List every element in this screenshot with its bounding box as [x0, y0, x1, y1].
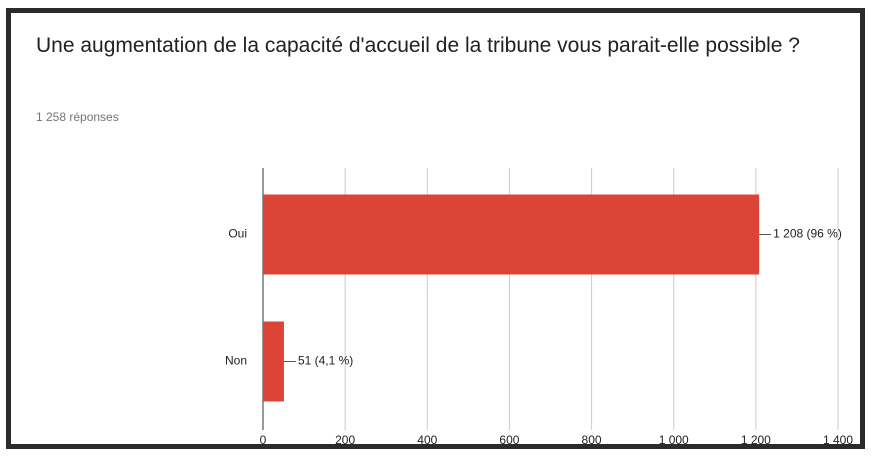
x-tick-label: 400 [417, 433, 437, 447]
bar [263, 194, 760, 275]
y-tick-label: Non [225, 354, 247, 368]
chart-title: Une augmentation de la capacité d'accuei… [36, 34, 800, 57]
value-label: 1 208 (96 %) [773, 227, 842, 241]
bar [263, 321, 284, 402]
x-tick-label: 800 [582, 433, 602, 447]
value-label: 51 (4,1 %) [298, 354, 353, 368]
x-tick-label: 200 [335, 433, 355, 447]
response-count: 1 258 réponses [36, 110, 119, 124]
x-tick-label: 1 200 [741, 433, 771, 447]
y-tick-label: Oui [228, 227, 247, 241]
x-tick-label: 600 [499, 433, 519, 447]
x-tick-label: 0 [260, 433, 267, 447]
x-tick-label: 1 000 [659, 433, 689, 447]
x-tick-label: 1 400 [823, 433, 853, 447]
